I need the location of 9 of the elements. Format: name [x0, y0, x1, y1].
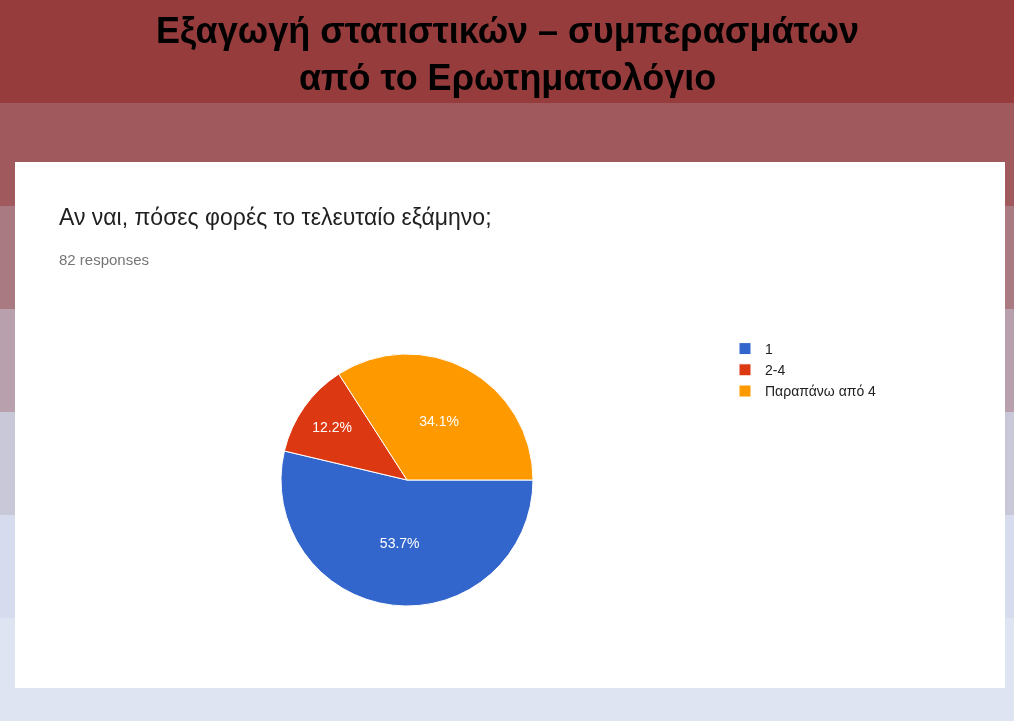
- chart-title: Εξαγωγή στατιστικών – συμπερασμάτων από το Ερωτηματολόγιο: [156, 10, 860, 98]
- data-label: 12.2%: [312, 419, 352, 436]
- legend-label: 2-4: [765, 362, 786, 379]
- data-label: 53.7%: [379, 534, 420, 551]
- chart-subtitle: Αν ναι, πόσες φορές το τελευταίο εξάμηνο;: [59, 204, 492, 230]
- data-label: 34.1%: [419, 413, 459, 430]
- text: 82 responses: [59, 251, 150, 268]
- legend-label: 1: [765, 341, 773, 358]
- legend-label: Παραπάνω από 4: [765, 383, 877, 400]
